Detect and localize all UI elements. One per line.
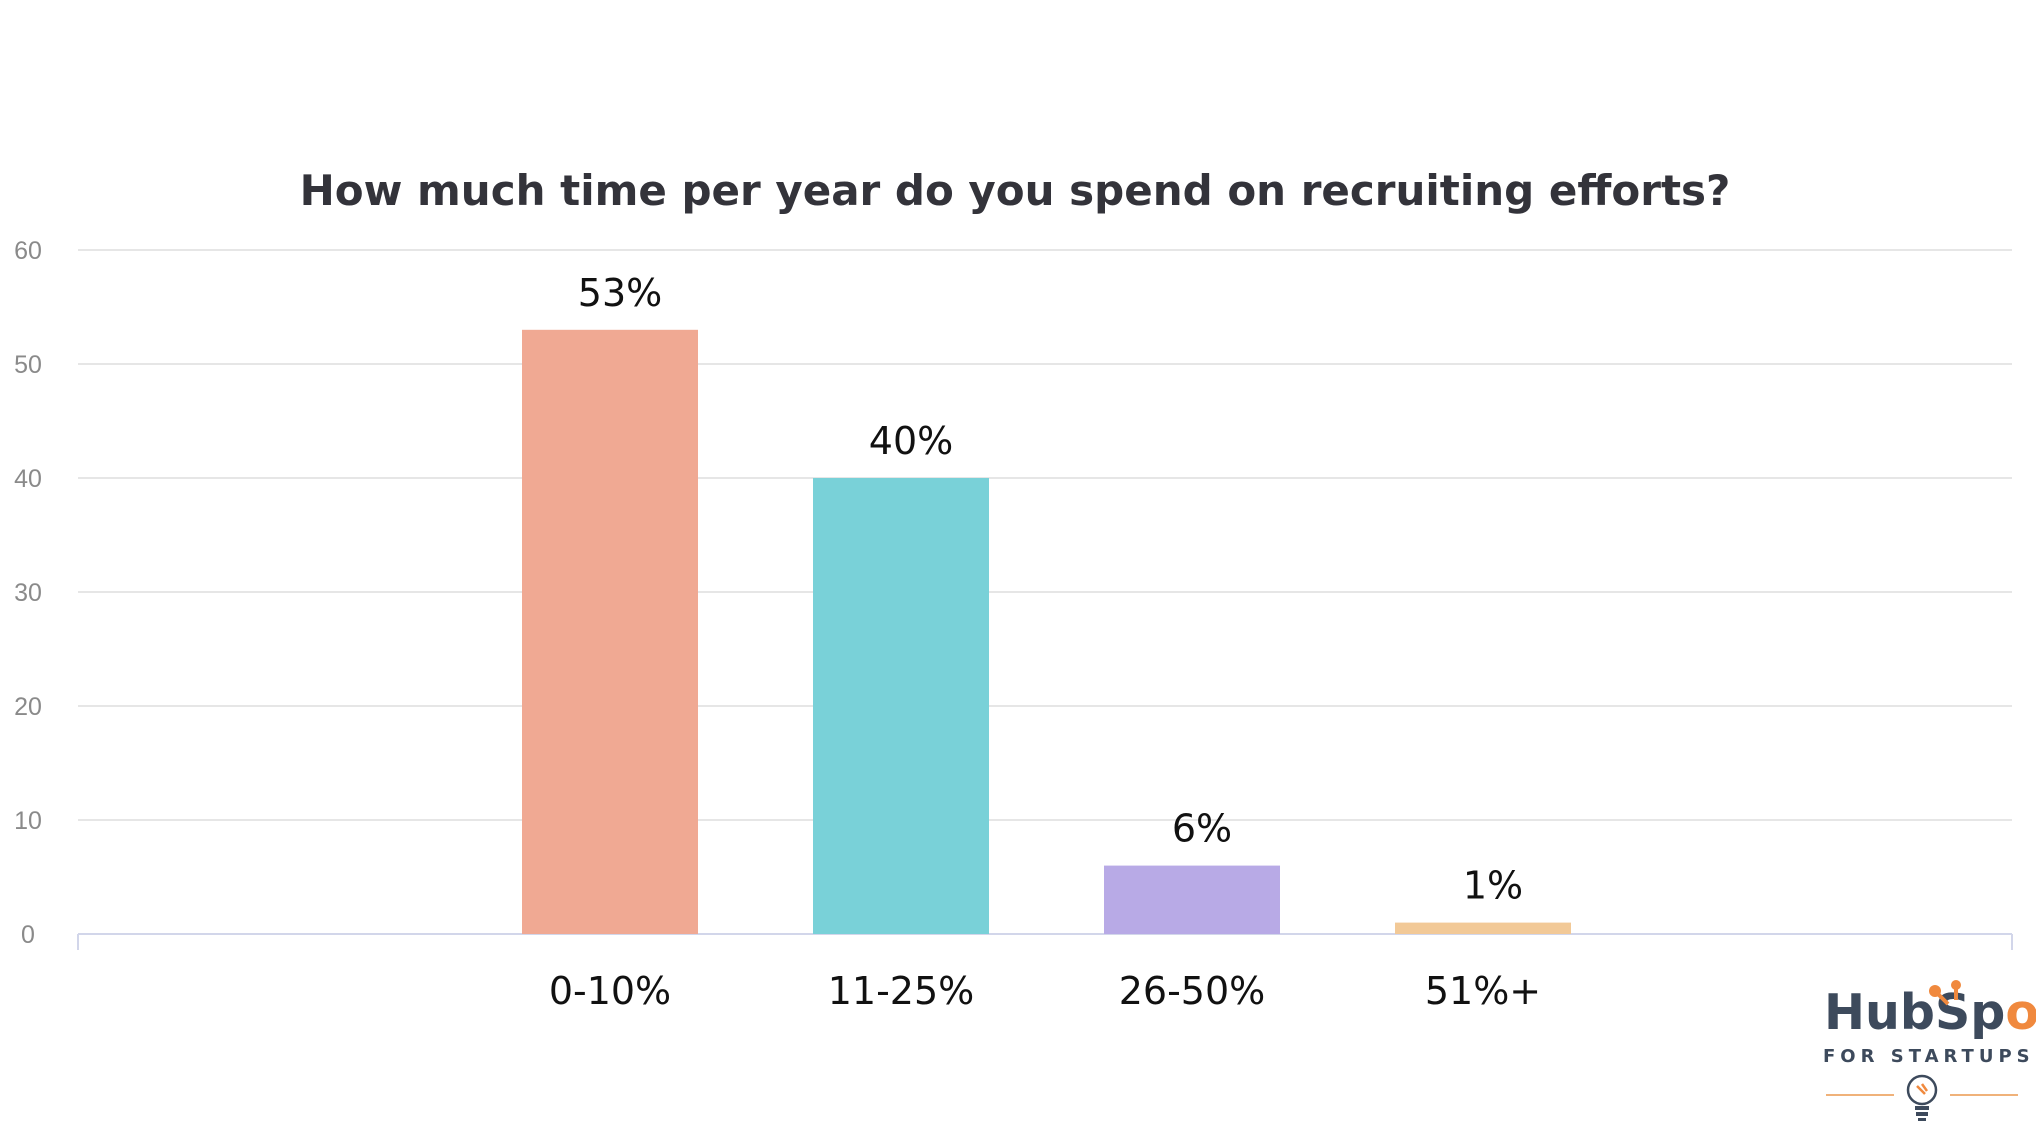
bars [522,329,1571,934]
logo-sprocket-o: o [2005,984,2036,1041]
y-tick-label: 40 [14,465,42,493]
y-tick-label: 60 [14,237,42,265]
lightbulb-icon [1906,1074,1938,1121]
y-tick-label: 10 [14,807,42,835]
logo-tagline: FOR STARTUPS [1823,1046,2035,1067]
category-label: 51%+ [1425,969,1541,1013]
data-label: 40% [869,419,953,463]
hubspot-for-startups-logo: HubSpot FOR STARTUPS [1823,980,2036,1121]
data-label: 1% [1463,864,1523,908]
bar [522,329,698,934]
category-label: 26-50% [1119,969,1266,1013]
category-labels: 0-10% 11-25% 26-50% 51%+ [549,969,1541,1013]
data-labels: 53% 40% 6% 1% [578,271,1523,908]
bar [1395,922,1571,934]
data-label: 53% [578,271,662,315]
bar [813,478,989,934]
bar [1104,865,1280,934]
logo-wordmark-part1: HubSp [1824,984,2005,1041]
y-tick-label: 0 [21,921,35,949]
x-axis [77,933,2013,950]
grid-lines [78,249,2012,821]
data-label: 6% [1172,807,1232,851]
category-label: 11-25% [828,969,975,1013]
y-axis-tick-labels: 0 10 20 30 40 50 60 [14,237,42,949]
chart-title: How much time per year do you spend on r… [300,166,1731,215]
category-label: 0-10% [549,969,671,1013]
y-tick-label: 50 [14,351,42,379]
y-tick-label: 20 [14,693,42,721]
logo-wordmark: HubSpot [1824,984,2036,1041]
y-tick-label: 30 [14,579,42,607]
sprocket-icon [1929,980,1961,1006]
